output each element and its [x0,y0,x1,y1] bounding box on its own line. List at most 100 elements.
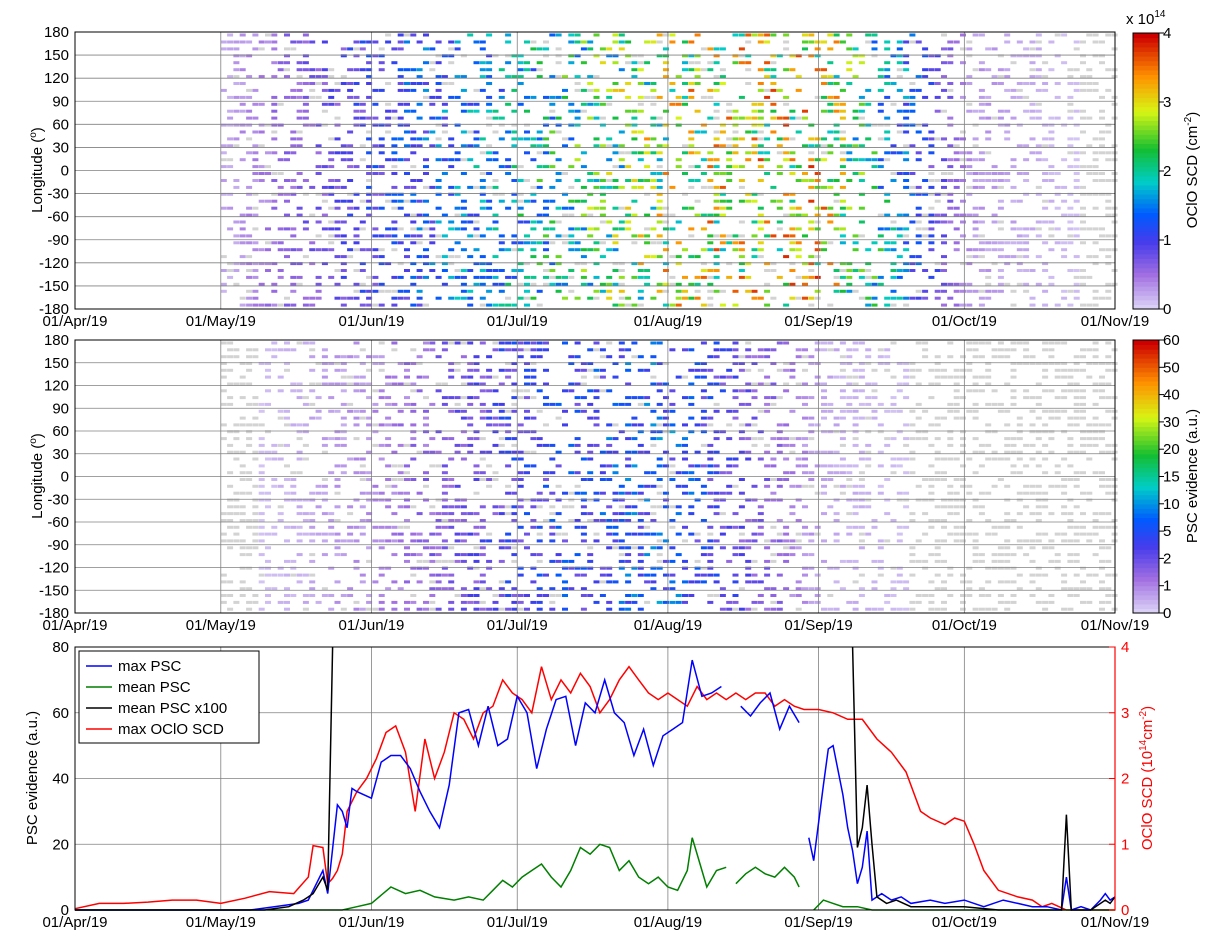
heatmap-cell [922,409,929,413]
heatmap-cell [511,123,518,127]
heatmap-cell [423,130,429,134]
heatmap-cell [827,478,834,481]
heatmap-cell [524,296,530,300]
heatmap-cell [391,227,398,231]
heatmap-cell [637,82,644,85]
heatmap-cell [978,33,985,37]
heatmap-cell [492,269,499,272]
heatmap-cell [997,199,1004,203]
heatmap-cell [239,450,246,454]
heatmap-cell [625,348,632,352]
heatmap-cell [524,109,530,113]
heatmap-cell [239,539,246,543]
heatmap-cell [233,532,240,536]
heatmap-cell [1016,423,1023,427]
heatmap-cell [580,151,587,155]
heatmap-cell [290,484,297,488]
heatmap-cell [423,484,429,488]
colorbar-segment [1133,263,1159,269]
heatmap-cell [738,389,745,393]
heatmap-cell [612,248,619,252]
heatmap-cell [789,116,796,120]
heatmap-cell [473,382,480,386]
heatmap-cell [517,341,524,345]
heatmap-cell [233,137,240,141]
heatmap-cell [764,123,771,127]
heatmap-cell [896,409,903,413]
heatmap-cell [738,95,745,99]
heatmap-cell [239,255,246,259]
heatmap-cell [530,220,537,224]
heatmap-cell [1092,227,1099,231]
heatmap-cell [321,68,328,72]
heatmap-cell [593,248,600,252]
heatmap-cell [410,227,417,231]
heatmap-cell [757,206,764,210]
heatmap-cell [397,47,404,51]
heatmap-cell [985,95,992,99]
heatmap-cell [669,519,676,522]
heatmap-cell [227,341,234,345]
heatmap-cell [397,241,404,245]
heatmap-cell [846,600,853,604]
heatmap-cell [852,269,859,272]
heatmap-cell [783,587,790,591]
heatmap-cell [517,607,524,611]
heatmap-cell [682,566,688,570]
heatmap-cell [770,109,777,113]
heatmap-cell [321,227,328,231]
heatmap-cell [707,532,714,536]
heatmap-cell [719,234,726,238]
heatmap-cell [511,402,518,406]
heatmap-cell [479,389,486,393]
heatmap-cell [1016,234,1023,238]
heatmap-cell [378,47,385,51]
heatmap-cell [296,275,303,279]
heatmap-cell [972,144,979,148]
heatmap-cell [486,303,493,307]
heatmap-cell [448,296,455,300]
heatmap-cell [580,498,587,502]
heatmap-cell [290,423,297,427]
heatmap-cell [858,206,865,210]
heatmap-cell [517,61,524,65]
heatmap-cell [448,457,455,461]
heatmap-cell [448,559,455,563]
heatmap-cell [479,61,486,65]
heatmap-cell [284,179,290,182]
heatmap-cell [385,262,392,266]
heatmap-cell [334,137,341,141]
heatmap-cell [827,375,834,379]
heatmap-cell [953,213,960,217]
heatmap-cell [517,573,524,577]
heatmap-cell [871,519,878,522]
heatmap-cell [650,185,657,189]
heatmap-cell [258,130,265,134]
heatmap-cell [1086,88,1093,92]
heatmap-cell [460,54,467,58]
heatmap-cell [498,165,505,169]
heatmap-cell [296,580,303,584]
heatmap-cell [625,165,632,169]
heatmap-cell [549,75,556,79]
heatmap-cell [536,559,543,563]
heatmap-cell [410,389,417,393]
heatmap-cell [372,165,379,169]
heatmap-cell [1092,179,1099,182]
heatmap-cell [827,61,834,65]
heatmap-cell [321,82,328,85]
heatmap-cell [1042,158,1049,162]
heatmap-cell [884,199,891,203]
heatmap-cell [985,68,992,72]
heatmap-cell [985,102,992,106]
heatmap-cell [631,396,638,400]
heatmap-cell [296,185,303,189]
heatmap-cell [802,382,808,386]
heatmap-cell [814,423,821,427]
heatmap-cell [833,512,840,516]
heatmap-cell [1080,88,1086,92]
heatmap-cell [580,213,587,217]
heatmap-cell [682,484,688,488]
heatmap-cell [359,68,366,72]
heatmap-cell [423,165,429,169]
